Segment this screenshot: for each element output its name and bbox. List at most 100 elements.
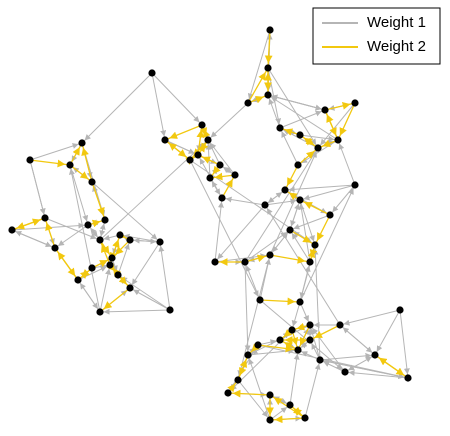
node: [114, 271, 122, 279]
node: [231, 171, 239, 179]
edge: [151, 72, 167, 141]
node: [194, 151, 202, 159]
node: [334, 136, 342, 144]
edge: [54, 224, 89, 249]
node: [156, 238, 164, 246]
node: [96, 236, 104, 244]
edge: [29, 159, 46, 219]
edge: [289, 214, 331, 231]
edge: [309, 324, 346, 373]
edge: [196, 124, 205, 156]
edge: [264, 204, 341, 326]
node: [306, 336, 314, 344]
edge: [299, 199, 316, 246]
edge: [267, 94, 326, 111]
edge: [214, 204, 266, 263]
edge: [44, 217, 56, 249]
edge: [29, 142, 83, 161]
nodes: [8, 26, 412, 424]
node: [8, 226, 16, 234]
edge: [158, 241, 171, 311]
edge: [197, 154, 221, 166]
edge: [299, 184, 356, 201]
node: [161, 136, 169, 144]
node: [224, 389, 232, 397]
node: [78, 139, 86, 147]
edge: [267, 67, 319, 149]
edge: [99, 264, 111, 313]
edge: [244, 261, 261, 301]
node: [74, 276, 82, 284]
node: [276, 124, 284, 132]
node: [306, 321, 314, 329]
edge: [304, 359, 321, 419]
node: [51, 244, 59, 252]
edge: [312, 244, 321, 361]
node: [186, 156, 194, 164]
node: [294, 161, 302, 169]
edge: [309, 339, 321, 361]
edge: [344, 369, 409, 379]
edge: [297, 349, 321, 361]
node: [244, 351, 252, 359]
edge: [44, 217, 101, 241]
edge: [374, 309, 401, 356]
edge: [337, 102, 356, 141]
legend-box: [312, 7, 441, 65]
node: [306, 258, 314, 266]
edge: [399, 309, 410, 379]
edge: [221, 174, 236, 199]
node: [148, 69, 156, 77]
node: [371, 351, 379, 359]
node: [204, 136, 212, 144]
node: [261, 201, 269, 209]
node: [286, 401, 294, 409]
edge: [339, 324, 376, 356]
edge: [324, 102, 356, 111]
node: [296, 298, 304, 306]
node: [404, 374, 412, 382]
node: [241, 258, 249, 266]
node: [101, 216, 109, 224]
node: [166, 306, 174, 314]
edge: [264, 29, 273, 69]
node: [108, 254, 116, 262]
edge: [269, 229, 291, 256]
edge: [164, 139, 199, 156]
edge: [259, 254, 271, 301]
edge: [297, 324, 311, 351]
edge: [289, 229, 316, 246]
edge: [81, 142, 93, 183]
edge: [319, 358, 409, 379]
edge: [247, 67, 269, 104]
edge: [29, 159, 71, 168]
node: [314, 144, 322, 152]
node: [264, 64, 272, 72]
node: [296, 196, 304, 204]
edge: [289, 349, 300, 406]
edge: [319, 359, 346, 373]
node: [266, 251, 274, 259]
edge: [374, 354, 409, 379]
edge: [117, 274, 171, 311]
edge: [298, 199, 311, 263]
edge: [244, 147, 319, 263]
node: [351, 181, 359, 189]
node: [281, 186, 289, 194]
edge: [247, 354, 271, 421]
edge: [54, 247, 79, 281]
edges: [11, 29, 410, 424]
node: [321, 106, 329, 114]
edge: [207, 139, 221, 166]
node: [218, 194, 226, 202]
edge: [244, 261, 251, 356]
edge: [284, 164, 299, 191]
node: [198, 121, 206, 129]
node: [216, 161, 224, 169]
node: [126, 236, 134, 244]
edge: [81, 72, 153, 144]
edge: [237, 354, 249, 381]
edge: [189, 159, 261, 301]
edge: [99, 308, 171, 315]
